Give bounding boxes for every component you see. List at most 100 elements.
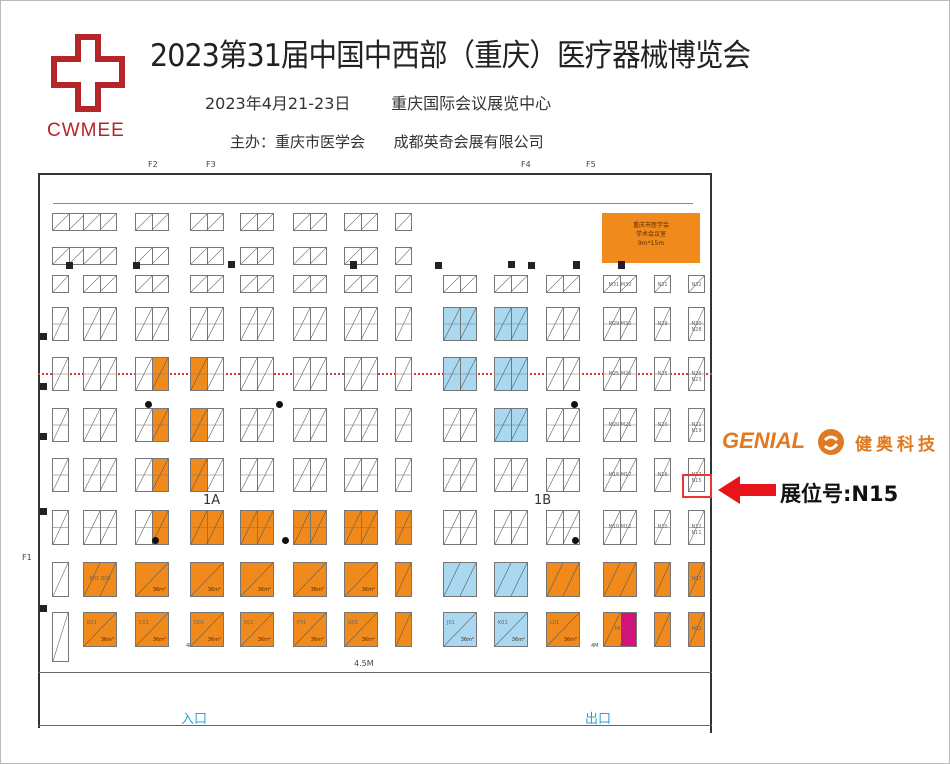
booth[interactable]: [395, 562, 412, 597]
booth[interactable]: M29 M30: [603, 307, 637, 341]
booth[interactable]: [135, 247, 169, 265]
booth[interactable]: 36m²: [293, 562, 327, 597]
booth[interactable]: [190, 213, 224, 231]
booth[interactable]: [83, 458, 117, 492]
booth[interactable]: [135, 213, 169, 231]
booth[interactable]: [293, 275, 327, 293]
booth[interactable]: [395, 612, 412, 647]
booth[interactable]: [293, 307, 327, 341]
booth[interactable]: [395, 357, 412, 391]
booth[interactable]: [443, 562, 477, 597]
booth[interactable]: [293, 458, 327, 492]
booth[interactable]: [494, 275, 528, 293]
booth[interactable]: [83, 510, 117, 545]
booth[interactable]: [83, 247, 117, 265]
booth[interactable]: N25: [654, 357, 671, 391]
booth[interactable]: [546, 562, 580, 597]
booth[interactable]: N21 N19: [688, 408, 705, 442]
booth[interactable]: [190, 307, 224, 341]
booth[interactable]: [83, 307, 117, 341]
booth[interactable]: [240, 213, 274, 231]
booth[interactable]: [293, 213, 327, 231]
booth[interactable]: J01 36m²: [443, 612, 477, 647]
booth[interactable]: F01 36m²: [293, 612, 327, 647]
booth[interactable]: K01 36m²: [494, 612, 528, 647]
booth[interactable]: [293, 408, 327, 442]
booth[interactable]: [135, 510, 169, 545]
booth[interactable]: [135, 408, 169, 442]
booth[interactable]: [344, 213, 378, 231]
booth[interactable]: [494, 510, 528, 545]
booth[interactable]: [52, 458, 69, 492]
booth[interactable]: [654, 612, 671, 647]
booth[interactable]: [190, 458, 224, 492]
booth[interactable]: [135, 275, 169, 293]
booth[interactable]: [546, 510, 580, 545]
booth[interactable]: [546, 408, 580, 442]
booth[interactable]: [494, 562, 528, 597]
booth[interactable]: [546, 458, 580, 492]
booth[interactable]: N02: [688, 612, 705, 647]
booth[interactable]: 36m²: [240, 562, 274, 597]
booth[interactable]: [240, 247, 274, 265]
booth[interactable]: [395, 247, 412, 265]
booth[interactable]: [83, 357, 117, 391]
booth[interactable]: [190, 275, 224, 293]
booth[interactable]: 36m²: [190, 562, 224, 597]
booth[interactable]: [546, 275, 580, 293]
booth[interactable]: [52, 275, 69, 293]
booth[interactable]: [443, 275, 477, 293]
booth[interactable]: [240, 458, 274, 492]
booth[interactable]: [395, 408, 412, 442]
booth[interactable]: M10 M12: [603, 510, 637, 545]
booth[interactable]: M31 M32: [603, 275, 637, 293]
booth[interactable]: M16 M17: [603, 458, 637, 492]
booth[interactable]: [654, 562, 671, 597]
booth[interactable]: [443, 307, 477, 341]
booth[interactable]: [344, 275, 378, 293]
booth[interactable]: 36m²: [135, 562, 169, 597]
booth[interactable]: [240, 275, 274, 293]
booth[interactable]: [52, 612, 69, 662]
booth[interactable]: N16: [654, 458, 671, 492]
booth[interactable]: N29: [654, 307, 671, 341]
booth[interactable]: [135, 307, 169, 341]
booth[interactable]: [83, 213, 117, 231]
booth[interactable]: E01 36m²: [240, 612, 274, 647]
booth[interactable]: D01 36m²: [190, 612, 224, 647]
booth[interactable]: N20: [654, 408, 671, 442]
booth[interactable]: [190, 510, 224, 545]
booth[interactable]: [494, 458, 528, 492]
booth[interactable]: [494, 408, 528, 442]
booth[interactable]: [135, 458, 169, 492]
booth[interactable]: [344, 458, 378, 492]
booth[interactable]: [395, 307, 412, 341]
booth[interactable]: [395, 458, 412, 492]
booth[interactable]: [344, 357, 378, 391]
booth[interactable]: [240, 357, 274, 391]
booth[interactable]: [443, 458, 477, 492]
booth[interactable]: [240, 307, 274, 341]
booth[interactable]: [344, 510, 378, 545]
booth[interactable]: [83, 275, 117, 293]
booth[interactable]: [293, 510, 327, 545]
booth[interactable]: N30 N28: [688, 307, 705, 341]
booth[interactable]: [443, 510, 477, 545]
booth[interactable]: [494, 307, 528, 341]
booth[interactable]: N26 N23: [688, 357, 705, 391]
booth[interactable]: N32: [688, 275, 705, 293]
booth[interactable]: [293, 357, 327, 391]
booth[interactable]: [190, 408, 224, 442]
booth[interactable]: [52, 408, 69, 442]
booth[interactable]: [344, 307, 378, 341]
booth[interactable]: [52, 357, 69, 391]
booth[interactable]: [344, 408, 378, 442]
booth[interactable]: [546, 307, 580, 341]
booth[interactable]: [344, 247, 378, 265]
booth[interactable]: B01 36m²: [83, 612, 117, 647]
booth[interactable]: [190, 357, 224, 391]
booth[interactable]: N12 N11: [688, 510, 705, 545]
booth[interactable]: [603, 562, 637, 597]
booth[interactable]: N10: [654, 510, 671, 545]
booth[interactable]: [494, 357, 528, 391]
